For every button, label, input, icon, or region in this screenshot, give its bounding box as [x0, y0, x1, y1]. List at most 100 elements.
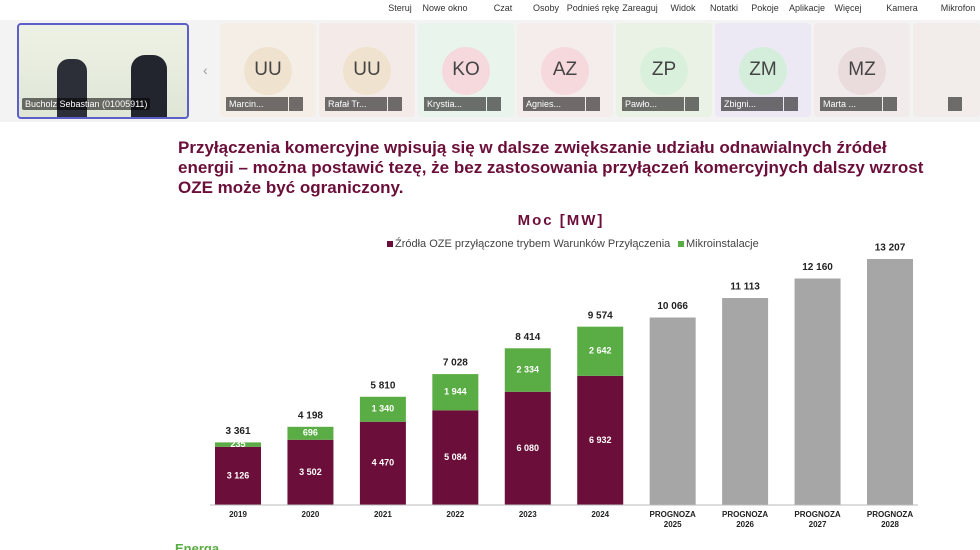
value-label: 2 642 [589, 346, 612, 356]
total-label: 11 113 [730, 282, 760, 293]
avatar [640, 47, 688, 95]
total-label: 7 028 [443, 358, 468, 369]
total-label: 3 361 [225, 426, 250, 437]
value-label: 696 [303, 428, 318, 438]
total-label: 9 574 [588, 310, 613, 321]
toolbar-button[interactable]: Więcej [834, 3, 862, 13]
value-label: 6 932 [589, 435, 612, 445]
x-tick-label: PROGNOZA 2028 [866, 510, 914, 529]
mic-icon [784, 97, 798, 111]
initials: ZM [749, 59, 777, 80]
toolbar-button[interactable]: Nowe okno [422, 3, 468, 13]
bar [722, 298, 769, 505]
mic-icon [685, 97, 699, 111]
scroll-left[interactable]: ‹ [203, 62, 208, 78]
bar-segment [432, 410, 479, 505]
legend-label: Mikroinstalacje [686, 238, 759, 250]
participant-name: Rafał Tr... [325, 97, 373, 111]
mic-icon [586, 97, 600, 111]
toolbar-button[interactable]: Notatki [709, 3, 738, 13]
hand-icon [571, 97, 585, 111]
bar [794, 278, 841, 505]
value-label: 235 [230, 439, 245, 449]
participant-name: Krystia... [424, 97, 472, 111]
x-tick-label: PROGNOZA 2026 [721, 510, 769, 529]
toolbar-button[interactable]: Widok [670, 3, 696, 13]
total-label: 13 207 [875, 243, 906, 254]
slide-title: Przyłączenia komercyjne wpisują się w da… [178, 138, 924, 197]
value-label: 1 340 [372, 404, 395, 414]
value-label: 4 470 [372, 458, 395, 468]
mic-icon [487, 97, 501, 111]
participant-name: Agnies... [523, 97, 571, 111]
toolbar-button[interactable]: Kamera [886, 3, 918, 13]
value-label: 1 944 [444, 387, 467, 397]
bar-segment [504, 348, 551, 392]
chart-title: Moc [MW] [517, 212, 605, 229]
x-tick-label: 2019 [229, 510, 247, 519]
toolbar-button[interactable]: Osoby [532, 3, 559, 13]
avatar [739, 47, 787, 95]
legend-label: Źródła OZE przyłączone trybem Warunków P… [395, 238, 671, 250]
bar-segment [577, 375, 624, 505]
participant-tile [913, 23, 980, 117]
bar-segment [504, 391, 551, 505]
initials: MZ [848, 59, 876, 80]
initials: UU [353, 59, 381, 80]
participant-name: Pawło... [622, 97, 670, 111]
bar-segment [287, 439, 334, 505]
hand-icon [373, 97, 387, 111]
participant-name: Marcin... [226, 97, 274, 111]
total-label: 10 066 [657, 301, 688, 312]
total-label: 12 160 [802, 262, 833, 273]
participant-name: Marta ... [820, 97, 868, 111]
mic-icon [883, 97, 897, 111]
x-tick-label: 2024 [591, 510, 610, 519]
toolbar-button[interactable]: Mikrofon [940, 3, 976, 13]
initials: KO [452, 59, 480, 80]
toolbar-button[interactable]: Podnieś rękę [566, 3, 620, 13]
value-label: 2 334 [517, 364, 540, 374]
value-label: 3 126 [227, 470, 250, 480]
value-label: 3 502 [299, 467, 322, 477]
toolbar-button[interactable]: Steruj [388, 3, 412, 13]
bar-segment [577, 326, 624, 376]
toolbar-button[interactable]: Czat [493, 3, 513, 13]
x-tick-label: PROGNOZA 2027 [794, 510, 841, 529]
toolbar-button[interactable]: Zareaguj [622, 3, 658, 13]
value-label: 6 080 [517, 443, 540, 453]
x-tick-label: PROGNOZA 2025 [649, 510, 696, 529]
hand-icon [670, 97, 684, 111]
initials: ZP [651, 59, 677, 80]
initials: UU [254, 59, 282, 80]
toolbar-button[interactable]: Pokoje [751, 3, 779, 13]
total-label: 4 198 [298, 410, 323, 421]
initials: AZ [552, 59, 578, 80]
bar-segment [359, 421, 406, 505]
x-tick-label: 2023 [518, 510, 537, 519]
bar-segment [215, 446, 261, 505]
logo: Energa [175, 541, 220, 550]
bar-segment [359, 396, 406, 422]
toolbar-button[interactable]: Aplikacje [788, 3, 826, 13]
avatar [343, 47, 391, 95]
total-label: 8 414 [515, 332, 540, 343]
mic-icon [948, 97, 962, 111]
bar-segment [432, 374, 479, 411]
participant-name: Zbigni... [721, 97, 769, 111]
x-tick-label: 2022 [446, 510, 465, 519]
avatar [244, 47, 292, 95]
bar-segment [287, 426, 334, 440]
total-label: 5 810 [370, 380, 395, 391]
bar [649, 317, 696, 505]
value-label: 5 084 [444, 452, 467, 462]
avatar [838, 47, 886, 95]
hand-icon [769, 97, 783, 111]
hand-icon [472, 97, 486, 111]
hand-icon [868, 97, 882, 111]
bar-segment [215, 442, 261, 447]
mic-icon [289, 97, 303, 111]
legend-swatch [387, 241, 393, 247]
